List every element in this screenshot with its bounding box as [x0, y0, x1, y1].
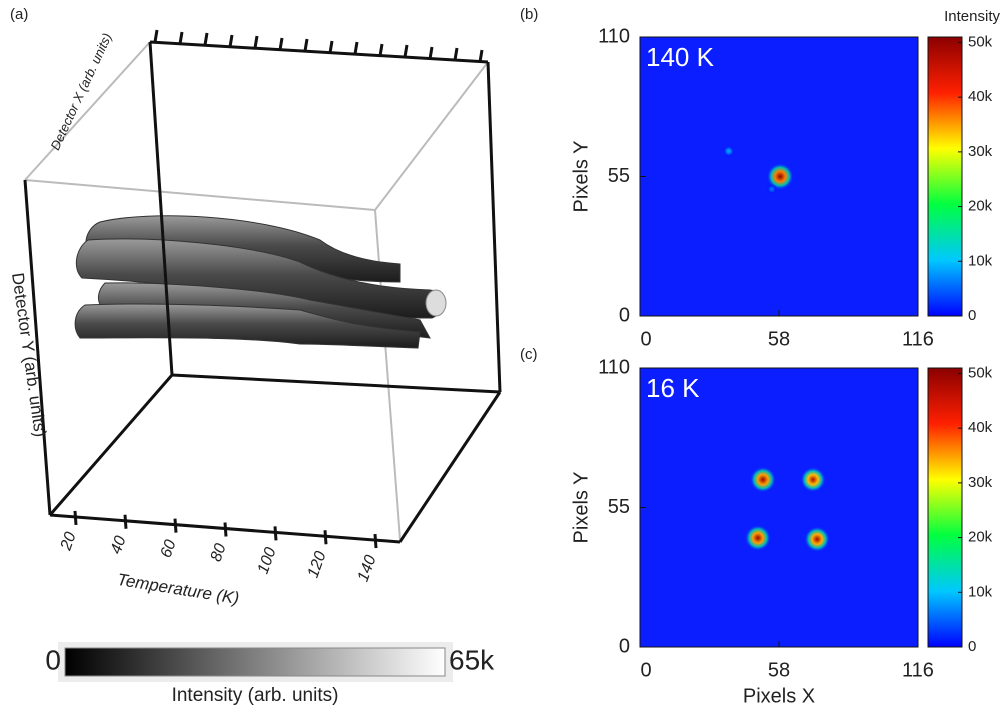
y-axis-label: Pixels Y — [570, 141, 592, 213]
x-axis-label: Pixels X — [743, 685, 815, 707]
x-tick-label: 58 — [768, 659, 790, 681]
y-tick-label: 55 — [608, 165, 630, 187]
figure: (a) Detector X (arb. units) Detector Y (… — [0, 0, 1001, 713]
peak — [750, 467, 776, 493]
x-tick-label: 20 — [57, 530, 79, 554]
peak — [745, 525, 771, 551]
colorbar-tick-label: 30k — [968, 474, 993, 491]
y-tick-label: 110 — [598, 356, 630, 378]
x-tick — [325, 530, 326, 544]
x-tick-label: 0 — [640, 659, 651, 681]
colorbar — [928, 368, 962, 647]
colorbar-tick-label: 10k — [968, 252, 993, 269]
x-tick — [375, 534, 376, 548]
x-axis-label: Temperature (K) — [116, 570, 241, 608]
colorbar-tick-label: 50k — [968, 364, 993, 381]
peak — [804, 527, 829, 552]
colorbar-tick-label: 40k — [968, 88, 993, 105]
x-tick — [225, 523, 226, 537]
colorbar-tick-label: 20k — [968, 529, 993, 546]
y-tick-label: 0 — [619, 635, 630, 657]
colorbar-tick-label: 20k — [968, 198, 993, 215]
peak — [723, 146, 734, 157]
x-tick — [275, 526, 276, 540]
colorbar-title: Intensity — [944, 8, 1000, 25]
colorbar-tick-label: 0 — [968, 307, 976, 324]
colorbar-tick-label: 0 — [968, 638, 976, 655]
colorbar-tick-label: 30k — [968, 143, 993, 160]
x-tick-label: 100 — [255, 545, 280, 576]
peak — [767, 184, 777, 194]
colorbar-tick-label: 50k — [968, 33, 993, 50]
x-tick-label: 58 — [768, 328, 790, 350]
y-tick-label: 110 — [598, 25, 630, 47]
x-tick-label: 40 — [108, 534, 130, 557]
panel-label: (c) — [520, 346, 538, 363]
colorbar-tick-label: 10k — [968, 583, 993, 600]
x-tick — [125, 515, 126, 529]
colorbar — [928, 37, 962, 316]
colorbar-label: Intensity (arb. units) — [172, 685, 339, 706]
colorbar-tick-label: 40k — [968, 419, 993, 436]
panel-label: (a) — [10, 6, 28, 23]
x-tick-label: 80 — [208, 541, 230, 564]
annotation: 16 K — [646, 373, 700, 403]
x-tick — [175, 519, 176, 533]
x-tick-label: 0 — [640, 328, 651, 350]
x-tick — [75, 511, 76, 525]
x-tick-label: 120 — [305, 549, 330, 580]
x-tick-label: 60 — [158, 538, 180, 561]
volume-render — [75, 216, 446, 348]
colorbar — [65, 648, 445, 676]
x-tick-label: 116 — [902, 328, 934, 350]
x-tick-label: 116 — [902, 659, 934, 681]
heatmap-background — [640, 368, 918, 647]
y-axis-label: Detector Y (arb. units) — [8, 272, 50, 439]
annotation: 140 K — [646, 42, 715, 72]
colorbar-tick-label: 65k — [449, 644, 495, 675]
colorbar-tick-label: 0 — [45, 644, 61, 675]
y-tick-label: 55 — [608, 496, 630, 518]
panel-label: (b) — [520, 6, 538, 23]
y-tick-label: 0 — [619, 304, 630, 326]
peak — [801, 467, 826, 492]
y-axis-label: Pixels Y — [570, 472, 592, 544]
x-tick-label: 140 — [355, 553, 380, 584]
